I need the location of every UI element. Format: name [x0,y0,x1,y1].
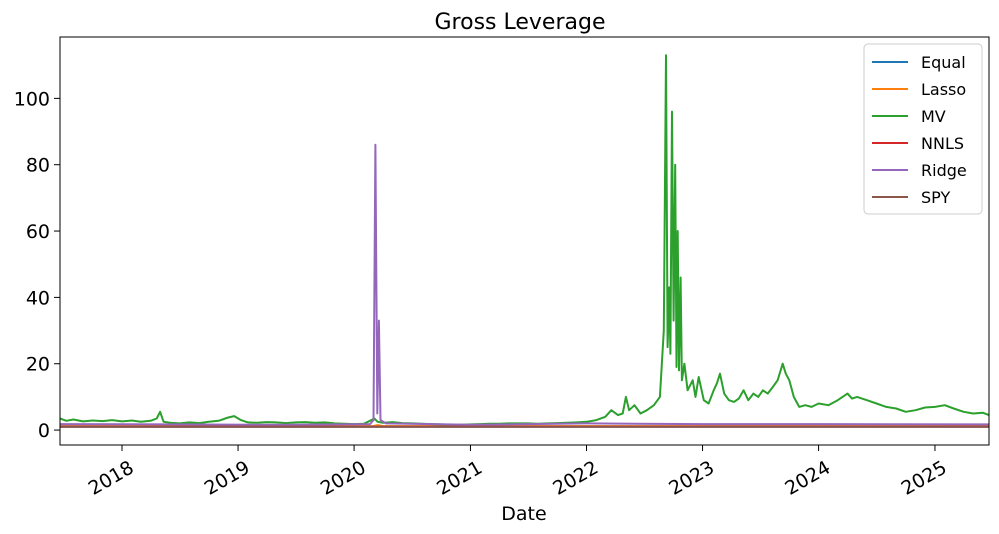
y-tick-label-60: 60 [26,221,50,243]
legend-label-nnls: NNLS [921,134,964,153]
x-axis-label: Date [501,503,546,525]
y-tick-label-80: 80 [26,155,50,177]
plot-frame [59,36,990,446]
series-layer [60,54,989,428]
legend-label-mv: MV [921,107,946,126]
x-tick-label-2022: 2022 [549,457,602,500]
x-tick-label-2024: 2024 [781,457,834,500]
legend-label-ridge: Ridge [921,161,967,180]
x-tick-label-2020: 2020 [317,457,370,500]
x-tick-label-2019: 2019 [201,457,254,500]
x-tick-label-2021: 2021 [433,457,486,500]
x-tick-label-2025: 2025 [898,457,951,500]
legend: Equal Lasso MV NNLS Ridge SPY [863,43,983,215]
y-tick-label-20: 20 [26,354,50,376]
y-tick-label-100: 100 [14,88,50,110]
y-tick-label-0: 0 [38,420,50,442]
x-tick-label-2023: 2023 [665,457,718,500]
legend-box [863,43,983,215]
x-axis: 2018 2019 2020 2021 2022 2023 2024 2025 [85,445,951,500]
legend-label-equal: Equal [921,53,966,72]
legend-label-spy: SPY [921,188,950,207]
x-tick-label-2018: 2018 [85,457,138,500]
legend-label-lasso: Lasso [921,80,966,99]
y-tick-label-40: 40 [26,287,50,309]
series-line-ridge [60,143,989,426]
y-axis: 0 20 40 60 80 100 [14,88,60,442]
chart-title: Gross Leverage [435,10,606,35]
series-line-mv [60,54,989,426]
